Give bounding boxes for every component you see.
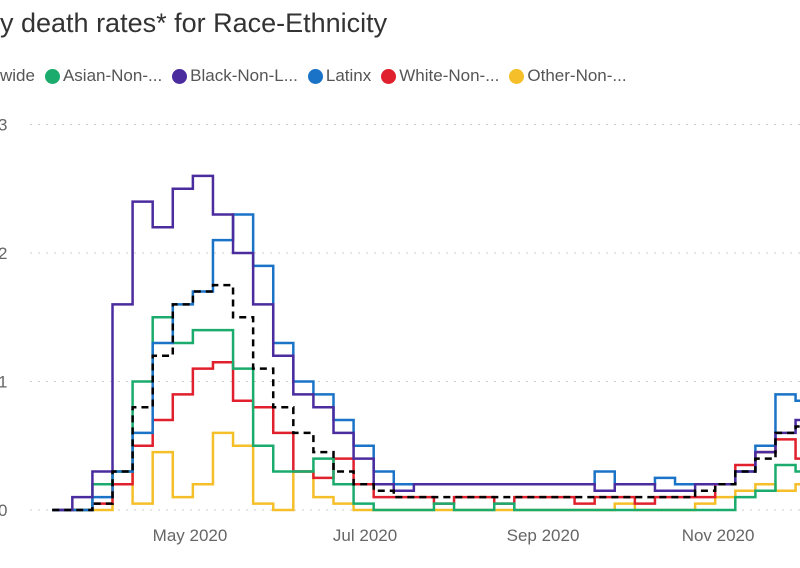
x-tick-label: Nov 2020 — [682, 526, 755, 545]
legend-item[interactable]: Other-Non-... — [509, 66, 627, 86]
legend-label: Black-Non-L... — [190, 66, 298, 85]
y-tick-label: 0 — [0, 501, 7, 520]
series-line-3 — [52, 213, 800, 512]
y-tick-label: 2 — [0, 244, 7, 263]
legend-item[interactable]: Latinx — [307, 66, 372, 86]
legend-item[interactable]: wide — [0, 66, 35, 86]
legend: wide Asian-Non-... Black-Non-L... Latinx Whi… — [0, 66, 637, 86]
legend-item[interactable]: White-Non-... — [381, 66, 499, 86]
legend-label: Latinx — [325, 66, 372, 85]
legend-label: Other-Non-... — [527, 66, 627, 85]
y-tick-label: 3 — [0, 116, 7, 135]
x-tick-label: May 2020 — [153, 526, 228, 545]
series-line-1 — [52, 316, 800, 512]
legend-label: wide — [0, 66, 35, 85]
legend-dot-icon — [307, 68, 323, 84]
legend-item[interactable]: Asian-Non-... — [44, 66, 163, 86]
legend-label: Asian-Non-... — [62, 66, 163, 85]
legend-dot-icon — [509, 68, 525, 84]
series-line-4 — [52, 360, 800, 512]
chart-title: y death rates* for Race-Ethnicity — [0, 8, 388, 38]
legend-label: White-Non-... — [399, 66, 500, 85]
y-tick-label: 1 — [0, 373, 7, 392]
legend-dot-icon — [381, 68, 397, 84]
legend-item[interactable]: Black-Non-L... — [172, 66, 298, 86]
legend-dot-icon — [44, 68, 60, 84]
x-tick-label: Sep 2020 — [507, 526, 580, 545]
legend-dot-icon — [172, 68, 188, 84]
series-line-0 — [52, 283, 800, 512]
series-line-5 — [52, 431, 800, 512]
x-tick-label: Jul 2020 — [333, 526, 397, 545]
